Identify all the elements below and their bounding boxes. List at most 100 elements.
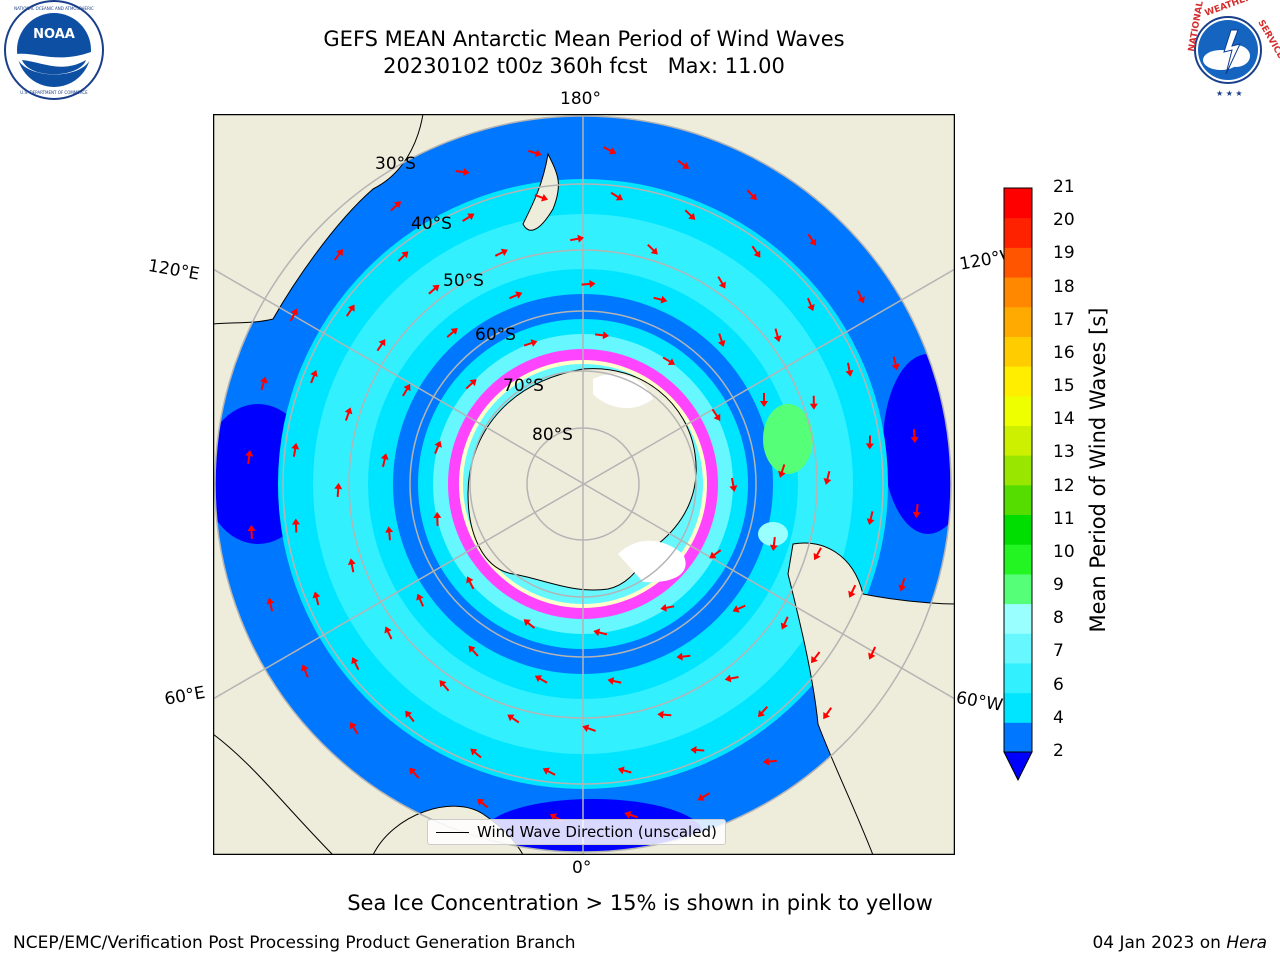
wave-direction-arrow	[409, 767, 420, 779]
wave-direction-arrow	[433, 511, 442, 526]
wave-direction-arrow	[523, 339, 538, 347]
south-america-landmass	[787, 542, 955, 855]
wave-direction-arrow	[405, 710, 415, 723]
colorbar-tick-label: 12	[1053, 475, 1075, 496]
chart-subtitle: 20230102 t00z 360h fcst Max: 11.00	[383, 54, 785, 78]
wave-direction-arrow	[266, 597, 275, 612]
new-zealand-landmass	[522, 152, 559, 231]
lon-label-180: 180°	[560, 89, 601, 109]
footer-machine: Hera	[1226, 933, 1267, 953]
colorbar-tick-label: 16	[1053, 342, 1075, 363]
wave-direction-arrow	[582, 724, 596, 733]
wave-direction-arrow	[534, 194, 549, 202]
wave-direction-arrow	[607, 677, 622, 685]
wave-direction-arrow	[865, 435, 874, 450]
wave-direction-arrow	[653, 295, 668, 304]
wave-direction-arrow	[528, 149, 542, 158]
wave-direction-arrow	[717, 333, 726, 347]
polar-map: 30°S 40°S 50°S 60°S 70°S 80°S	[213, 114, 955, 855]
wave-direction-arrow	[347, 558, 356, 573]
wave-direction-arrow	[746, 189, 757, 201]
colorbar-tick-label: 7	[1053, 641, 1064, 662]
wave-direction-arrow	[709, 549, 722, 559]
wave-direction-arrow	[757, 706, 769, 718]
wave-direction-arrow	[809, 395, 818, 410]
wave-direction-arrow	[534, 675, 548, 684]
colorbar-tick-label: 8	[1053, 608, 1064, 629]
lat-label-40s: 40°S	[411, 214, 452, 234]
lat-label-60s: 60°S	[475, 325, 516, 345]
colorbar-block	[1004, 544, 1032, 575]
wave-direction-arrow	[380, 453, 389, 468]
wave-direction-arrow	[466, 576, 475, 590]
wave-direction-arrow	[778, 464, 786, 478]
wave-direction-arrow	[384, 626, 393, 640]
legend-line-icon	[436, 831, 469, 833]
wave-direction-arrow	[292, 518, 301, 533]
nws-logo-icon: NATIONAL WEATHER SERVICE ★ ★ ★	[1180, 0, 1280, 98]
colorbar-outline	[1003, 187, 1033, 753]
colorbar-tick-label: 17	[1053, 309, 1075, 330]
wave-direction-arrow	[333, 249, 344, 261]
wave-direction-arrow	[823, 471, 832, 485]
wave-direction-arrow	[769, 537, 778, 552]
wave-direction-arrow	[301, 664, 309, 678]
svg-text:★ ★ ★: ★ ★ ★	[1216, 89, 1243, 98]
colorbar-tick-label: 11	[1053, 508, 1075, 529]
colorbar-block	[1004, 722, 1032, 753]
colorbar-block	[1004, 633, 1032, 664]
colorbar-block	[1004, 336, 1032, 367]
wave-direction-arrow	[697, 792, 711, 801]
wave-direction-arrow	[717, 276, 726, 289]
footer-date: 04 Jan 2023 on Hera	[1092, 933, 1267, 953]
noaa-logo-icon: NOAA U.S. DEPARTMENT OF COMMERCE NATIONA…	[4, 0, 104, 100]
wave-direction-arrow	[312, 591, 321, 606]
wave-direction-arrow	[811, 651, 821, 664]
wave-direction-arrow	[857, 290, 865, 304]
colorbar-tick-label: 2	[1053, 741, 1064, 761]
wave-direction-arrow	[397, 251, 409, 262]
wave-direction-arrow	[603, 146, 617, 155]
wave-direction-arrow	[446, 327, 458, 338]
australia-landmass	[213, 114, 424, 325]
colorbar-block	[1004, 395, 1032, 426]
wave-direction-arrow	[676, 652, 691, 661]
wave-direction-arrow	[428, 284, 440, 295]
wave-direction-arrow	[468, 645, 479, 657]
svg-text:U.S. DEPARTMENT OF COMMERCE: U.S. DEPARTMENT OF COMMERCE	[20, 90, 88, 95]
wave-direction-arrow	[593, 628, 608, 637]
wave-direction-arrow	[494, 248, 508, 257]
colorbar-tick-label: 6	[1053, 674, 1064, 695]
wave-direction-arrow	[402, 383, 411, 397]
wave-direction-arrow	[351, 657, 360, 671]
wave-direction-arrow	[245, 449, 254, 464]
wave-direction-arrow	[647, 243, 658, 255]
colorbar-block	[1004, 366, 1032, 397]
colorbar-tick-label: 18	[1053, 276, 1075, 297]
colorbar-under-triangle	[1003, 751, 1033, 782]
wave-direction-arrow	[760, 392, 769, 407]
noaa-logo-text: NOAA	[33, 27, 75, 42]
wave-direction-arrow	[910, 429, 919, 444]
map-legend: Wind Wave Direction (unscaled)	[427, 819, 726, 845]
colorbar-tick-label: 13	[1053, 442, 1075, 463]
wave-direction-arrow	[581, 279, 596, 288]
wave-direction-arrow	[509, 291, 523, 300]
lat-label-30s: 30°S	[375, 154, 416, 174]
lat-label-50s: 50°S	[443, 271, 484, 291]
colorbar-tick-label: 20	[1053, 210, 1075, 231]
wave-direction-arrow	[813, 547, 822, 561]
wave-direction-arrow	[724, 674, 739, 683]
colorbar-block	[1004, 514, 1032, 545]
colorbar-tick-label: 9	[1053, 575, 1064, 596]
wave-direction-arrow	[845, 362, 854, 377]
wave-direction-arrow	[677, 159, 690, 169]
wave-direction-arrow	[289, 308, 298, 322]
wave-direction-arrow	[247, 524, 256, 539]
meridian-60e-120w	[213, 268, 955, 700]
wave-direction-arrow	[729, 477, 738, 492]
sea-ice-note: Sea Ice Concentration > 15% is shown in …	[347, 891, 933, 915]
wave-direction-arrow	[455, 168, 470, 177]
wave-direction-arrow	[259, 376, 268, 391]
colorbar-block	[1004, 573, 1032, 605]
